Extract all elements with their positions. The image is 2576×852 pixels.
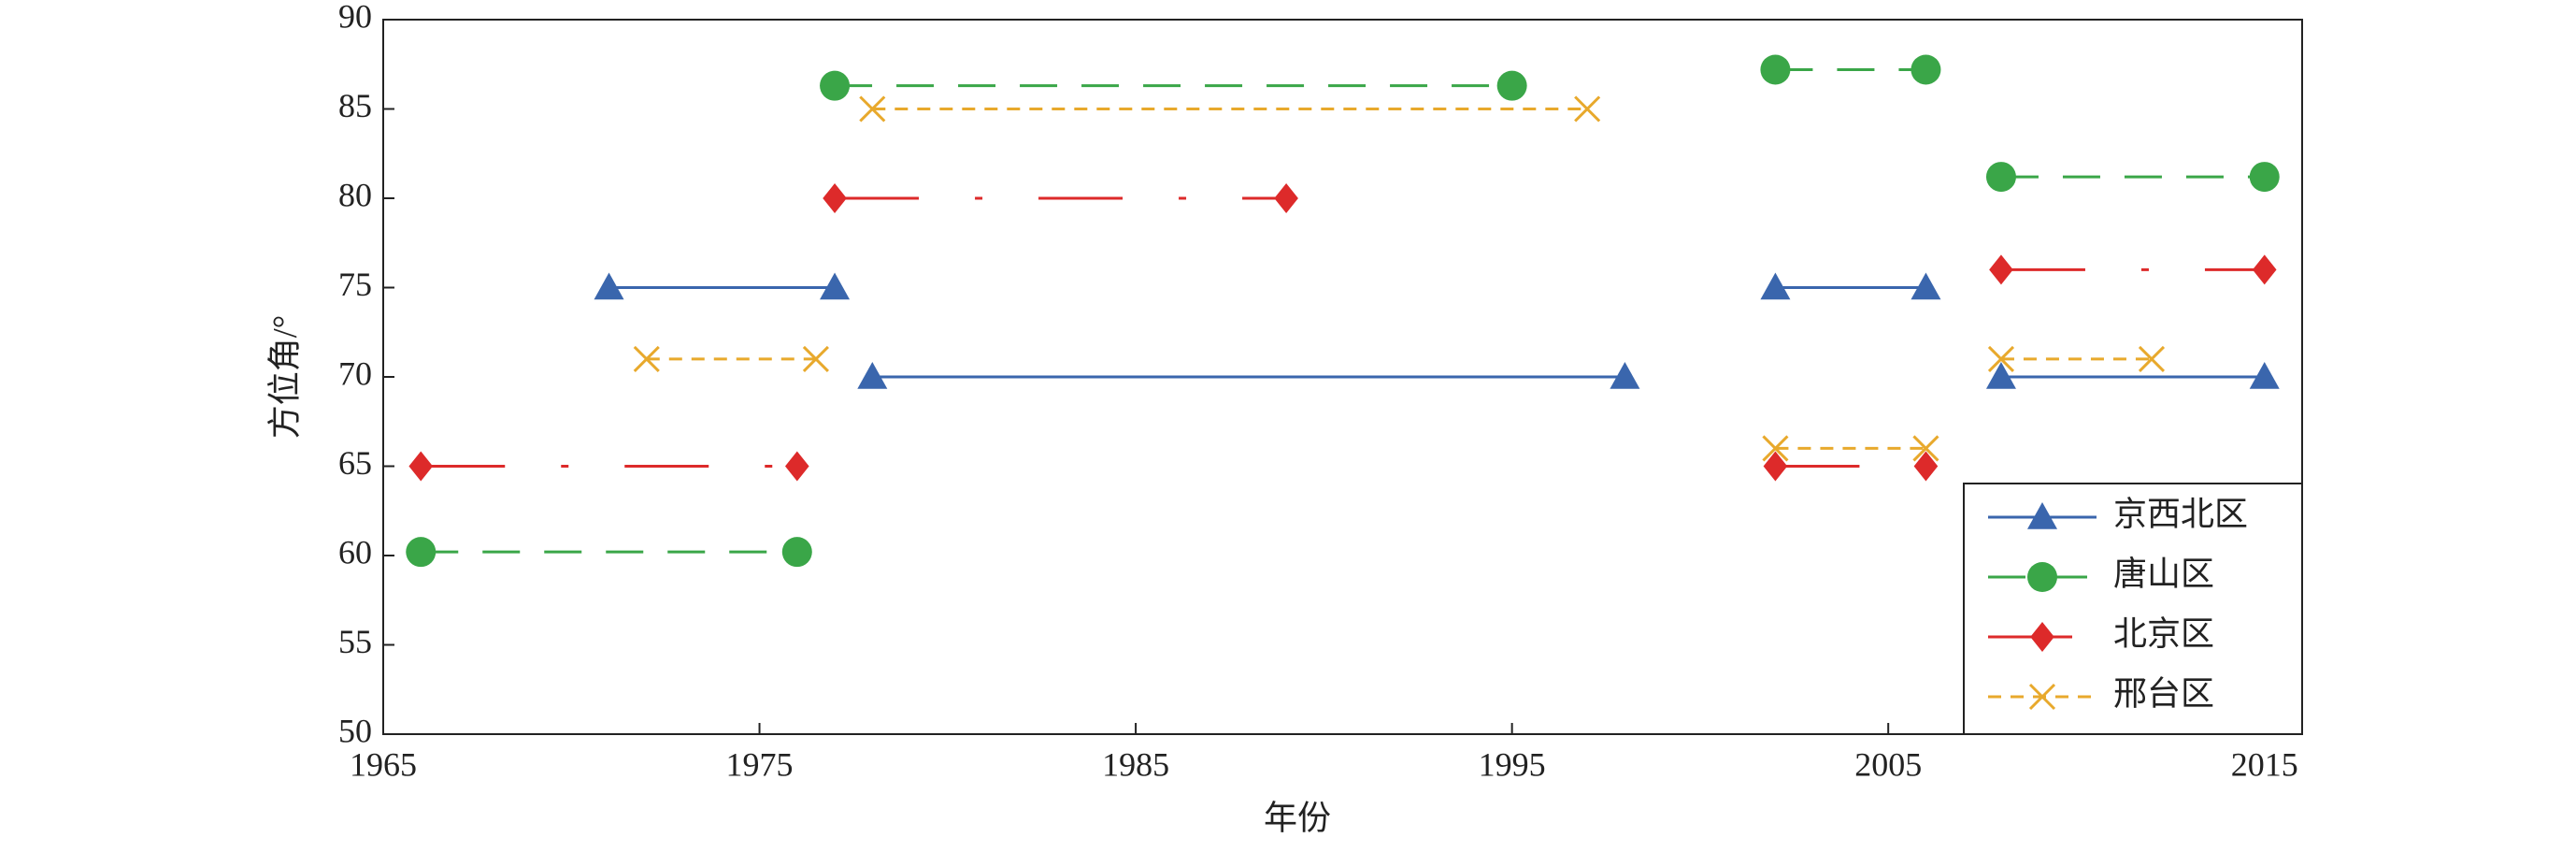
data-point (1763, 451, 1788, 482)
data-point (2249, 362, 2280, 389)
data-point (2249, 162, 2280, 193)
series-line (421, 67, 2265, 554)
legend-label: 京西北区 (2113, 495, 2248, 532)
legend-marker (2027, 502, 2057, 529)
y-tick-label: 85 (338, 87, 372, 124)
legend-label: 唐山区 (2113, 555, 2214, 592)
data-point (781, 537, 812, 568)
x-tick-label: 2015 (2231, 745, 2298, 783)
y-axis-label: 方位角/° (265, 315, 303, 439)
y-tick-label: 70 (338, 354, 372, 392)
data-point (1985, 362, 2016, 389)
x-tick-label: 1975 (726, 745, 794, 783)
data-point (594, 272, 624, 300)
legend-marker (2027, 562, 2057, 592)
data-point (1912, 435, 1939, 462)
x-tick-label: 2005 (1854, 745, 1922, 783)
data-point (820, 70, 851, 101)
legend-marker (2030, 622, 2054, 652)
data-point (1913, 451, 1939, 482)
data-point (2252, 254, 2277, 285)
data-point (1911, 272, 1941, 300)
data-point (1610, 362, 1640, 389)
y-tick-label: 75 (338, 266, 372, 303)
data-point (1496, 70, 1527, 101)
data-point (823, 183, 847, 213)
y-tick-label: 65 (338, 444, 372, 482)
y-tick-label: 55 (338, 623, 372, 660)
data-point (820, 272, 851, 300)
legend-marker (2028, 683, 2056, 711)
legend-label: 北京区 (2113, 614, 2214, 652)
y-tick-label: 60 (338, 533, 372, 570)
data-point (1574, 95, 1601, 123)
data-point (633, 345, 660, 372)
x-tick-label: 1965 (350, 745, 417, 783)
data-point (859, 95, 886, 123)
data-point (802, 345, 829, 372)
y-tick-label: 80 (338, 176, 372, 213)
legend-label: 邢台区 (2113, 674, 2214, 712)
x-axis-label: 年份 (1264, 799, 1331, 836)
y-tick-label: 50 (338, 712, 372, 749)
series-line (608, 286, 2265, 379)
data-point (857, 362, 888, 389)
data-point (1760, 272, 1791, 300)
data-point (2138, 345, 2166, 372)
data-point (785, 451, 809, 482)
data-point (1987, 345, 2015, 372)
data-point (1985, 162, 2016, 193)
y-tick-label: 90 (338, 0, 372, 35)
data-point (408, 451, 434, 482)
legend-box (1963, 483, 2303, 735)
data-point (406, 537, 436, 568)
x-tick-label: 1985 (1102, 745, 1169, 783)
x-tick-label: 1995 (1479, 745, 1546, 783)
data-point (1989, 254, 2013, 285)
series-line (421, 196, 2265, 468)
data-point (1760, 54, 1791, 85)
data-point (1911, 54, 1941, 85)
data-point (1274, 183, 1298, 213)
data-point (1762, 435, 1789, 462)
